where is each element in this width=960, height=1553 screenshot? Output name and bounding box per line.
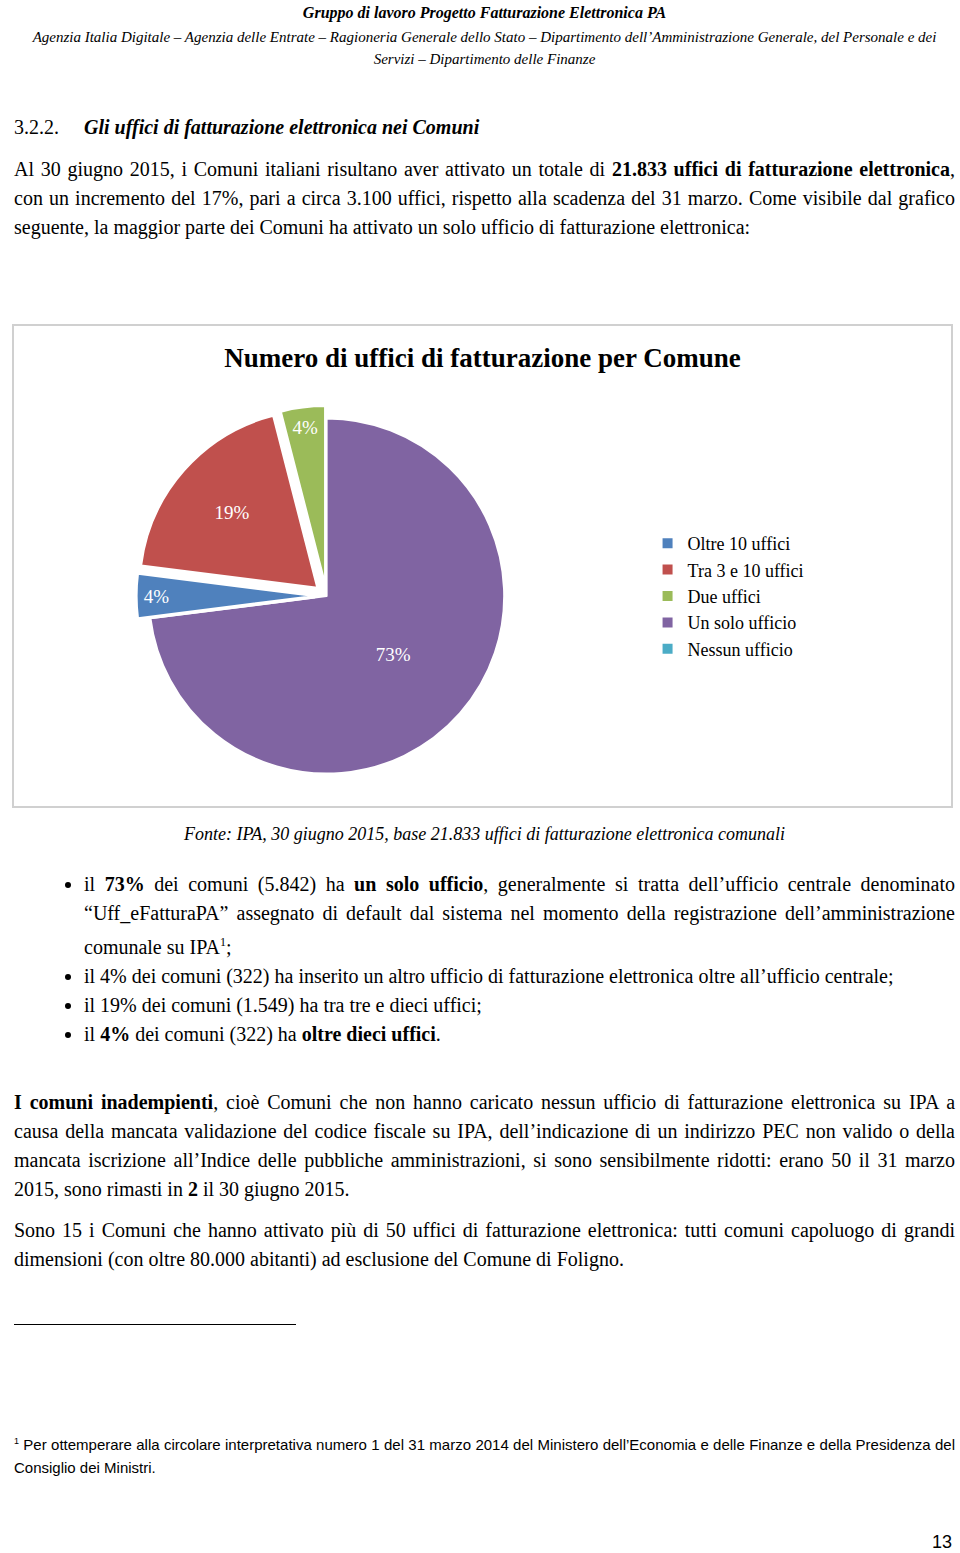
svg-text:Due uffici: Due uffici: [688, 587, 761, 607]
svg-text:73%: 73%: [376, 644, 411, 665]
html-text:Agenzia Italia Digitale – Agen: Agenzia Italia Digitale – Agenzia delle …: [32, 29, 937, 67]
html-text:13: 13: [932, 1532, 952, 1552]
html-text:Al 30 giugno 2015, i Comuni it: Al 30 giugno 2015, i Comuni italiani ris…: [14, 158, 955, 238]
svg-text:Tra 3 e 10 uffici: Tra 3 e 10 uffici: [688, 561, 804, 581]
svg-text:Nessun ufficio: Nessun ufficio: [688, 640, 793, 660]
html-text:il 4% dei comuni (322) ha inse: il 4% dei comuni (322) ha inserito un al…: [84, 964, 894, 987]
svg-text:Numero di uffici di fatturazio: Numero di uffici di fatturazione per Com…: [224, 343, 740, 373]
html-text:Sono 15 i Comuni che hanno att: Sono 15 i Comuni che hanno attivato più …: [14, 1219, 955, 1270]
html-text:Fonte: IPA, 30 giugno 2015, ba: Fonte: IPA, 30 giugno 2015, base 21.833 …: [184, 824, 785, 844]
html-text:il 4% dei comuni (322) ha oltr: il 4% dei comuni (322) ha oltre dieci uf…: [84, 1022, 441, 1045]
html-text:Gruppo di lavoro Progetto Fatt: Gruppo di lavoro Progetto Fatturazione E…: [302, 4, 667, 21]
html-text:il 73% dei comuni (5.842) ha u: il 73% dei comuni (5.842) ha un solo uff…: [84, 873, 955, 958]
svg-text:4%: 4%: [144, 586, 170, 607]
svg-text:Un solo ufficio: Un solo ufficio: [688, 613, 797, 633]
svg-text:4%: 4%: [293, 417, 319, 438]
svg-text:Oltre 10 uffici: Oltre 10 uffici: [688, 534, 791, 554]
html-text:1Per ottemperare alla circolar: 1Per ottemperare alla circolare interpre…: [14, 1436, 955, 1476]
svg-text:19%: 19%: [215, 502, 250, 523]
html-text:I comuni inadempienti, cioè Co: I comuni inadempienti, cioè Comuni che n…: [14, 1091, 955, 1200]
html-text:Gli uffici di fatturazione ele: Gli uffici di fatturazione elettronica n…: [84, 116, 480, 138]
html-text:il 19% dei comuni (1.549) ha t: il 19% dei comuni (1.549) ha tra tre e d…: [84, 993, 482, 1016]
html-text:3.2.2.: 3.2.2.: [14, 116, 59, 138]
